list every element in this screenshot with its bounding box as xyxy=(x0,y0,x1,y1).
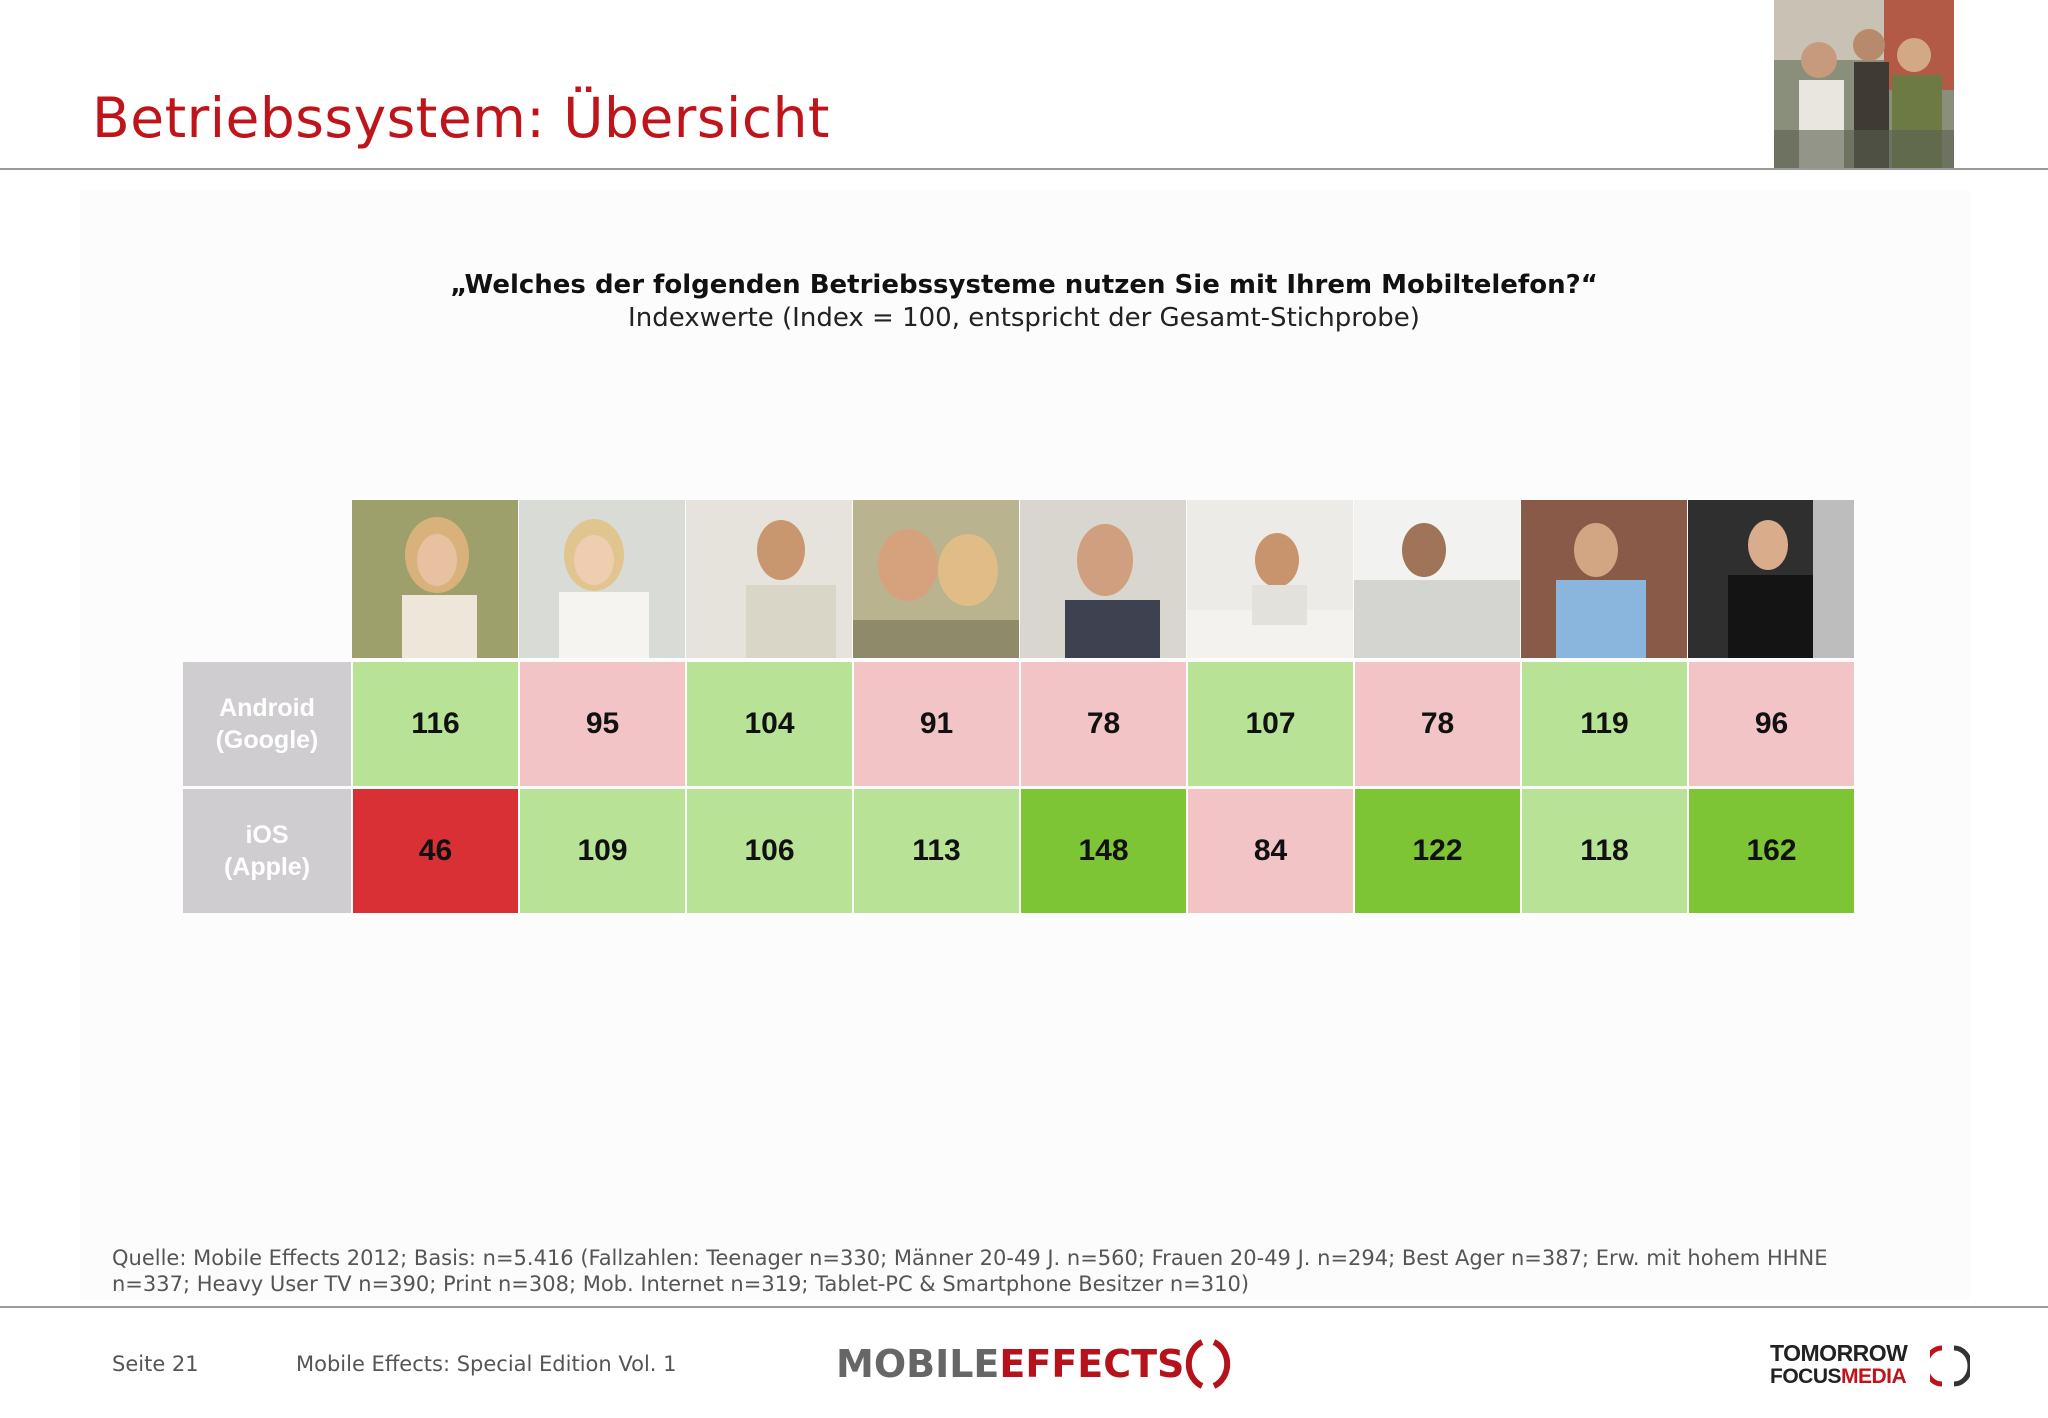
index-cell: 91 xyxy=(854,662,1019,786)
footer-divider xyxy=(0,1306,2048,1308)
photo-woman-phone xyxy=(519,500,685,658)
survey-question: „Welches der folgenden Betriebssysteme n… xyxy=(450,270,1598,300)
index-cell: 84 xyxy=(1188,789,1353,913)
index-cell: 122 xyxy=(1355,789,1520,913)
row-label-ios: iOS (Apple) xyxy=(183,789,351,913)
index-cell: 78 xyxy=(1355,662,1520,786)
index-cell: 109 xyxy=(520,789,685,913)
photo-young-man-sofa xyxy=(1187,500,1353,658)
tfm-tomorrow-text: TOMORROW xyxy=(1770,1340,1908,1366)
index-cell: 104 xyxy=(687,662,852,786)
index-cell: 148 xyxy=(1021,789,1186,913)
photo-man-phone xyxy=(686,500,852,658)
index-cell: 113 xyxy=(854,789,1019,913)
page-number: Seite 21 xyxy=(112,1352,199,1376)
index-cell: 96 xyxy=(1689,662,1854,786)
logo-mobile-text: MOBILE xyxy=(836,1342,1000,1386)
source-note: Quelle: Mobile Effects 2012; Basis: n=5.… xyxy=(112,1246,1828,1296)
photo-best-ager-couple xyxy=(853,500,1019,658)
tfm-focus-media-text: FOCUSMEDIA xyxy=(1770,1365,1907,1389)
page-title: Betriebssystem: Übersicht xyxy=(92,86,831,150)
photo-businessman xyxy=(1020,500,1186,658)
index-cell: 162 xyxy=(1689,789,1854,913)
target-group-photos xyxy=(352,500,1862,658)
tfm-focus-text: FOCUS xyxy=(1770,1365,1842,1388)
publication-title: Mobile Effects: Special Edition Vol. 1 xyxy=(296,1352,677,1376)
photo-man-newspaper xyxy=(1354,500,1520,658)
header-people-photo xyxy=(1774,0,1954,170)
photo-teenager-girl xyxy=(352,500,518,658)
header-divider xyxy=(0,168,2048,170)
index-cell: 118 xyxy=(1522,789,1687,913)
tomorrow-focus-media-logo: TOMORROW FOCUSMEDIA xyxy=(1770,1340,1970,1396)
logo-effects-text: EFFECTS xyxy=(999,1342,1185,1386)
logo-bracket-icon xyxy=(1186,1339,1231,1389)
index-cell: 106 xyxy=(687,789,852,913)
index-cell: 95 xyxy=(520,662,685,786)
index-cell: 116 xyxy=(353,662,518,786)
tfm-media-text: MEDIA xyxy=(1841,1365,1907,1388)
photo-man-black-sweater xyxy=(1688,500,1854,658)
tfm-bracket-icon xyxy=(1930,1345,1970,1387)
index-cell: 119 xyxy=(1522,662,1687,786)
mobile-effects-logo: MOBILE EFFECTS xyxy=(836,1336,1240,1392)
row-label-android: Android (Google) xyxy=(183,662,351,786)
index-cell: 78 xyxy=(1021,662,1186,786)
photo-man-tablet xyxy=(1521,500,1687,658)
index-cell: 46 xyxy=(353,789,518,913)
index-subtitle: Indexwerte (Index = 100, entspricht der … xyxy=(628,303,1420,333)
index-cell: 107 xyxy=(1188,662,1353,786)
